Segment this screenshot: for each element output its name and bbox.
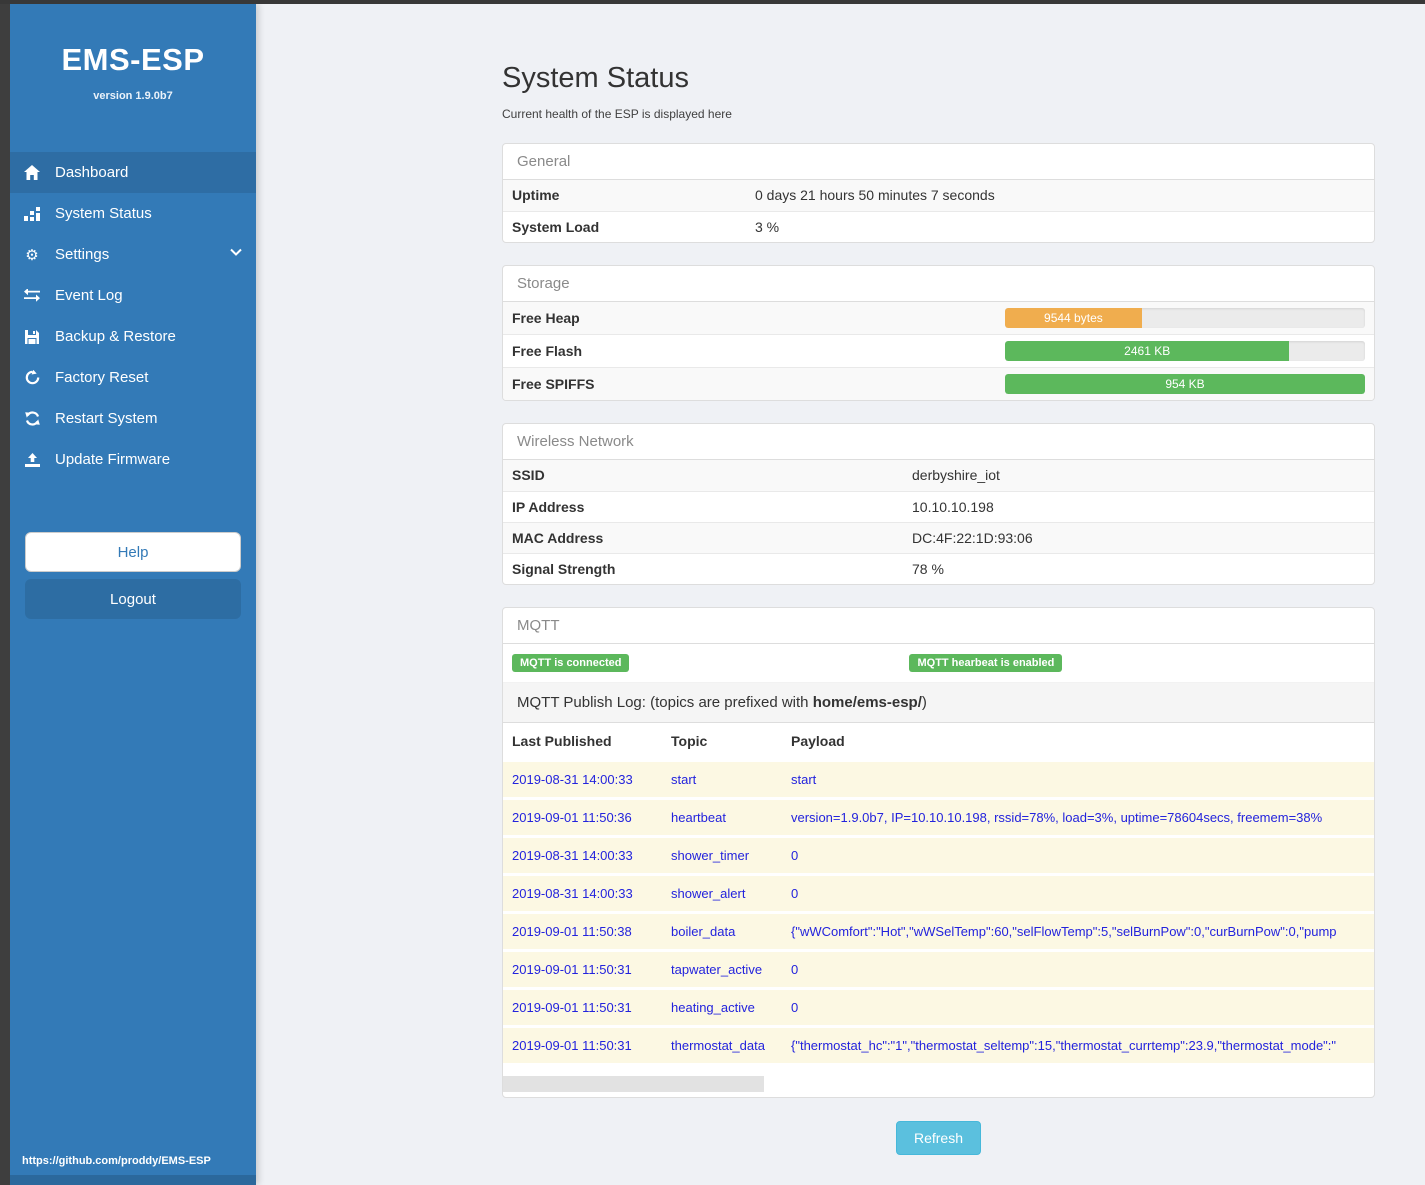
app-version: version 1.9.0b7	[93, 90, 173, 102]
table-row: Uptime 0 days 21 hours 50 minutes 7 seco…	[503, 180, 1374, 211]
rotate-icon	[22, 369, 42, 387]
window-top-edge	[0, 0, 1425, 4]
page-title: System Status	[502, 62, 689, 94]
free-heap-progress: 9544 bytes	[1005, 308, 1365, 328]
table-row: SSID derbyshire_iot	[503, 460, 1374, 491]
chevron-down-icon	[230, 248, 242, 256]
sidebar-item-update-firmware[interactable]: Update Firmware	[10, 439, 256, 480]
gear-icon: ⚙	[25, 246, 39, 264]
mqtt-publish-log-header: MQTT Publish Log: (topics are prefixed w…	[503, 683, 1374, 723]
horizontal-scrollbar[interactable]	[503, 1076, 1374, 1092]
sidebar-item-dashboard[interactable]: Dashboard	[10, 152, 256, 193]
log-row: 2019-09-01 11:50:31 heating_active 0	[503, 987, 1374, 1027]
free-flash-label: Free Flash	[503, 334, 996, 368]
app-brand: EMS-ESP version 1.9.0b7	[10, 4, 256, 152]
scrollbar-thumb[interactable]	[503, 1076, 764, 1092]
storage-heading: Storage	[503, 266, 1374, 302]
sidebar-item-system-status[interactable]: System Status	[10, 193, 256, 234]
signal-strength-label: Signal Strength	[503, 552, 903, 584]
sidebar-item-event-log[interactable]: Event Log	[10, 275, 256, 316]
sidebar-item-label: Restart System	[55, 410, 158, 427]
sidebar-item-settings[interactable]: ⚙ Settings	[10, 234, 256, 275]
sidebar: EMS-ESP version 1.9.0b7 Dashboard System…	[10, 4, 256, 1185]
free-spiffs-progress: 954 KB	[1005, 374, 1365, 394]
table-row: Free SPIFFS 954 KB	[503, 367, 1374, 400]
system-load-label: System Load	[503, 210, 746, 242]
sidebar-nav: Dashboard System Status ⚙ Settings Event…	[10, 152, 256, 480]
col-last-published: Last Published	[503, 723, 662, 762]
col-payload: Payload	[782, 723, 1374, 762]
ssid-value: derbyshire_iot	[912, 467, 1000, 484]
free-heap-label: Free Heap	[512, 310, 580, 326]
general-panel: General Uptime 0 days 21 hours 50 minute…	[502, 143, 1375, 243]
sidebar-item-label: System Status	[55, 205, 152, 222]
mqtt-heading: MQTT	[503, 608, 1374, 644]
home-icon	[22, 164, 42, 182]
mqtt-log-table: Last Published Topic Payload 2019-08-31 …	[503, 723, 1374, 1063]
general-heading: General	[503, 144, 1374, 180]
table-row: System Load 3 %	[503, 210, 1374, 242]
logout-button[interactable]: Logout	[25, 579, 241, 619]
sidebar-item-factory-reset[interactable]: Factory Reset	[10, 357, 256, 398]
storage-panel: Storage Free Heap 9544 bytes Free Flash …	[502, 265, 1375, 401]
topic-prefix: home/ems-esp/	[812, 694, 922, 711]
github-link[interactable]: https://github.com/proddy/EMS-ESP	[22, 1155, 211, 1167]
save-icon	[22, 328, 42, 346]
log-row: 2019-08-31 14:00:33 shower_alert 0	[503, 873, 1374, 913]
log-row: 2019-09-01 11:50:31 thermostat_data {"ther…	[503, 1025, 1374, 1063]
sidebar-item-label: Factory Reset	[55, 369, 149, 386]
help-button[interactable]: Help	[25, 532, 241, 572]
sidebar-item-label: Update Firmware	[55, 451, 171, 468]
main-content: System Status Current health of the ESP …	[256, 4, 1425, 1185]
free-heap-bar: 9544 bytes	[1005, 308, 1142, 328]
free-spiffs-label: Free SPIFFS	[503, 367, 996, 400]
sidebar-item-label: Dashboard	[55, 164, 129, 181]
sidebar-item-restart-system[interactable]: Restart System	[10, 398, 256, 439]
mac-address-label: MAC Address	[503, 521, 903, 553]
system-load-value: 3 %	[746, 210, 1374, 242]
sidebar-item-label: Backup & Restore	[55, 328, 176, 345]
free-spiffs-bar: 954 KB	[1005, 374, 1365, 394]
page-subtitle: Current health of the ESP is displayed h…	[502, 107, 732, 121]
mqtt-connected-badge: MQTT is connected	[512, 654, 630, 672]
table-row: IP Address 10.10.10.198	[503, 490, 1374, 522]
system-status-icon	[22, 205, 42, 223]
ssid-label: SSID	[512, 467, 545, 484]
log-row: 2019-09-01 11:50:31 tapwater_active 0	[503, 949, 1374, 989]
log-row: 2019-09-01 11:50:36 heartbeat version=1.9.…	[503, 797, 1374, 837]
table-row: Free Flash 2461 KB	[503, 334, 1374, 368]
table-row: Free Heap 9544 bytes	[503, 302, 1374, 335]
table-row: MAC Address DC:4F:22:1D:93:06	[503, 521, 1374, 553]
wireless-heading: Wireless Network	[503, 424, 1374, 460]
log-row: 2019-09-01 11:50:38 boiler_data {"wWComfor…	[503, 911, 1374, 951]
sidebar-item-label: Event Log	[55, 287, 123, 304]
refresh-icon	[22, 410, 42, 428]
log-row: 2019-08-31 14:00:33 shower_timer 0	[503, 835, 1374, 875]
wireless-panel: Wireless Network SSID derbyshire_iot IP …	[502, 423, 1375, 585]
uptime-value: 0 days 21 hours 50 minutes 7 seconds	[755, 187, 995, 204]
sidebar-item-backup-restore[interactable]: Backup & Restore	[10, 316, 256, 357]
log-row: 2019-08-31 14:00:33 start start	[503, 759, 1374, 799]
sidebar-item-label: Settings	[55, 246, 110, 263]
mqtt-panel: MQTT MQTT is connected MQTT hearbeat is …	[502, 607, 1375, 1098]
ip-address-label: IP Address	[503, 490, 903, 522]
mac-address-value: DC:4F:22:1D:93:06	[903, 521, 1374, 553]
ip-address-value: 10.10.10.198	[903, 490, 1374, 522]
table-row: Signal Strength 78 %	[503, 552, 1374, 584]
refresh-button[interactable]: Refresh	[895, 1121, 982, 1155]
col-topic: Topic	[662, 723, 782, 762]
sidebar-bottom-strip	[10, 1175, 256, 1185]
exchange-icon	[22, 287, 42, 305]
uptime-label: Uptime	[512, 187, 560, 204]
free-flash-bar: 2461 KB	[1005, 341, 1290, 361]
window-left-edge	[0, 0, 10, 1185]
app-title: EMS-ESP	[61, 42, 205, 77]
signal-strength-value: 78 %	[903, 552, 1374, 584]
upload-icon	[22, 451, 42, 469]
mqtt-heartbeat-badge: MQTT hearbeat is enabled	[909, 654, 1063, 672]
free-flash-progress: 2461 KB	[1005, 341, 1365, 361]
